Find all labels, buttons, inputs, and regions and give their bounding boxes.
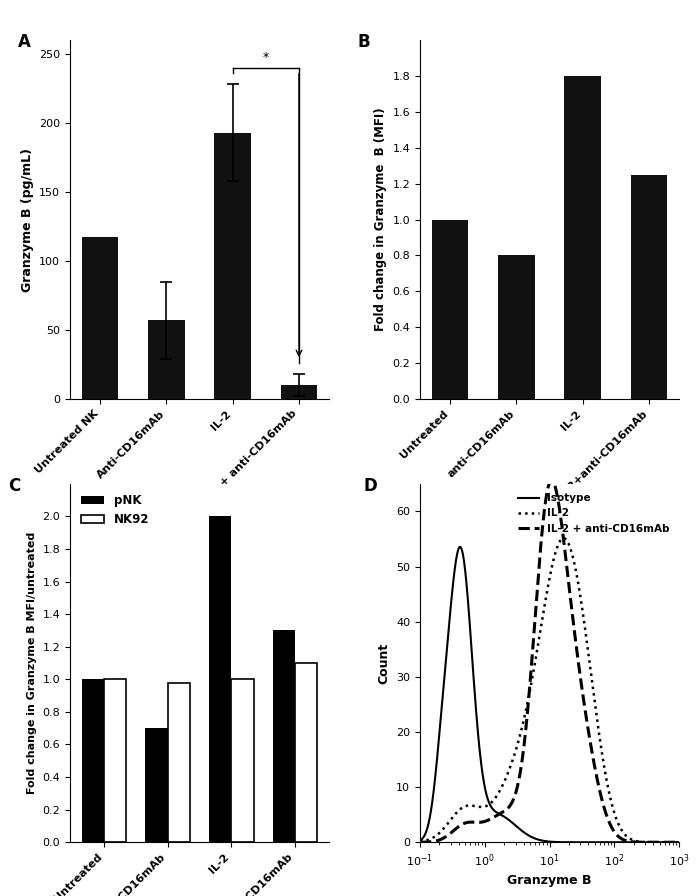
Bar [168,683,190,842]
Bar [209,516,231,842]
Bar [564,76,601,399]
IL-2 + anti-CD16mAb [542,494,550,504]
Y-axis label: Granzyme B (pg/mL): Granzyme B (pg/mL) [20,148,34,291]
IL-2 + anti-CD16mAb [416,837,424,848]
Bar [104,679,126,842]
IL-2 + anti-CD16mAb [429,836,438,847]
Bar [231,679,253,842]
Line: IL-2 + anti-CD16mAb: IL-2 + anti-CD16mAb [420,480,679,842]
Y-axis label: Count: Count [377,642,391,684]
Bar [631,175,667,399]
Text: A: A [18,33,31,51]
Isotype [535,834,543,845]
Isotype [542,836,550,847]
Legend: Isotype, IL-2, IL-2 + anti-CD16mAb: Isotype, IL-2, IL-2 + anti-CD16mAb [514,489,674,538]
Bar [82,679,104,842]
IL-2 + anti-CD16mAb [535,560,543,571]
IL-2 [542,592,550,603]
Isotype [429,789,438,800]
IL-2 [429,832,438,843]
Line: Isotype: Isotype [420,547,679,842]
X-axis label: Granzyme B: Granzyme B [508,874,592,887]
IL-2 [620,828,629,839]
Text: *: * [262,51,269,64]
IL-2 [675,837,683,848]
Text: D: D [363,477,377,495]
IL-2 + anti-CD16mAb [620,835,629,846]
IL-2 + anti-CD16mAb [547,475,556,486]
IL-2 [667,837,676,848]
IL-2 + anti-CD16mAb [667,837,676,848]
IL-2 [416,836,424,847]
Isotype [675,837,683,848]
Bar [432,220,468,399]
Text: C: C [8,477,20,495]
Bar [214,133,251,399]
Y-axis label: Fold change in Granzyme  B (MFI): Fold change in Granzyme B (MFI) [374,108,387,332]
IL-2 + anti-CD16mAb [675,837,683,848]
Isotype [667,837,676,848]
Y-axis label: Fold change in Granzyme B MFI/untreated: Fold change in Granzyme B MFI/untreated [27,532,37,794]
IL-2 [535,633,543,644]
Legend: pNK, NK92: pNK, NK92 [76,490,154,531]
IL-2 + anti-CD16mAb [667,837,676,848]
Bar [273,631,295,842]
Bar [146,728,168,842]
Isotype [667,837,676,848]
Isotype [456,541,464,552]
Isotype [620,837,629,848]
Text: B: B [358,33,370,51]
Bar [148,320,185,399]
Bar [295,663,317,842]
Line: IL-2: IL-2 [420,538,679,842]
IL-2 [559,533,568,544]
Isotype [416,835,424,846]
Bar [281,385,317,399]
Bar [82,237,118,399]
IL-2 [667,837,676,848]
Bar [498,255,535,399]
